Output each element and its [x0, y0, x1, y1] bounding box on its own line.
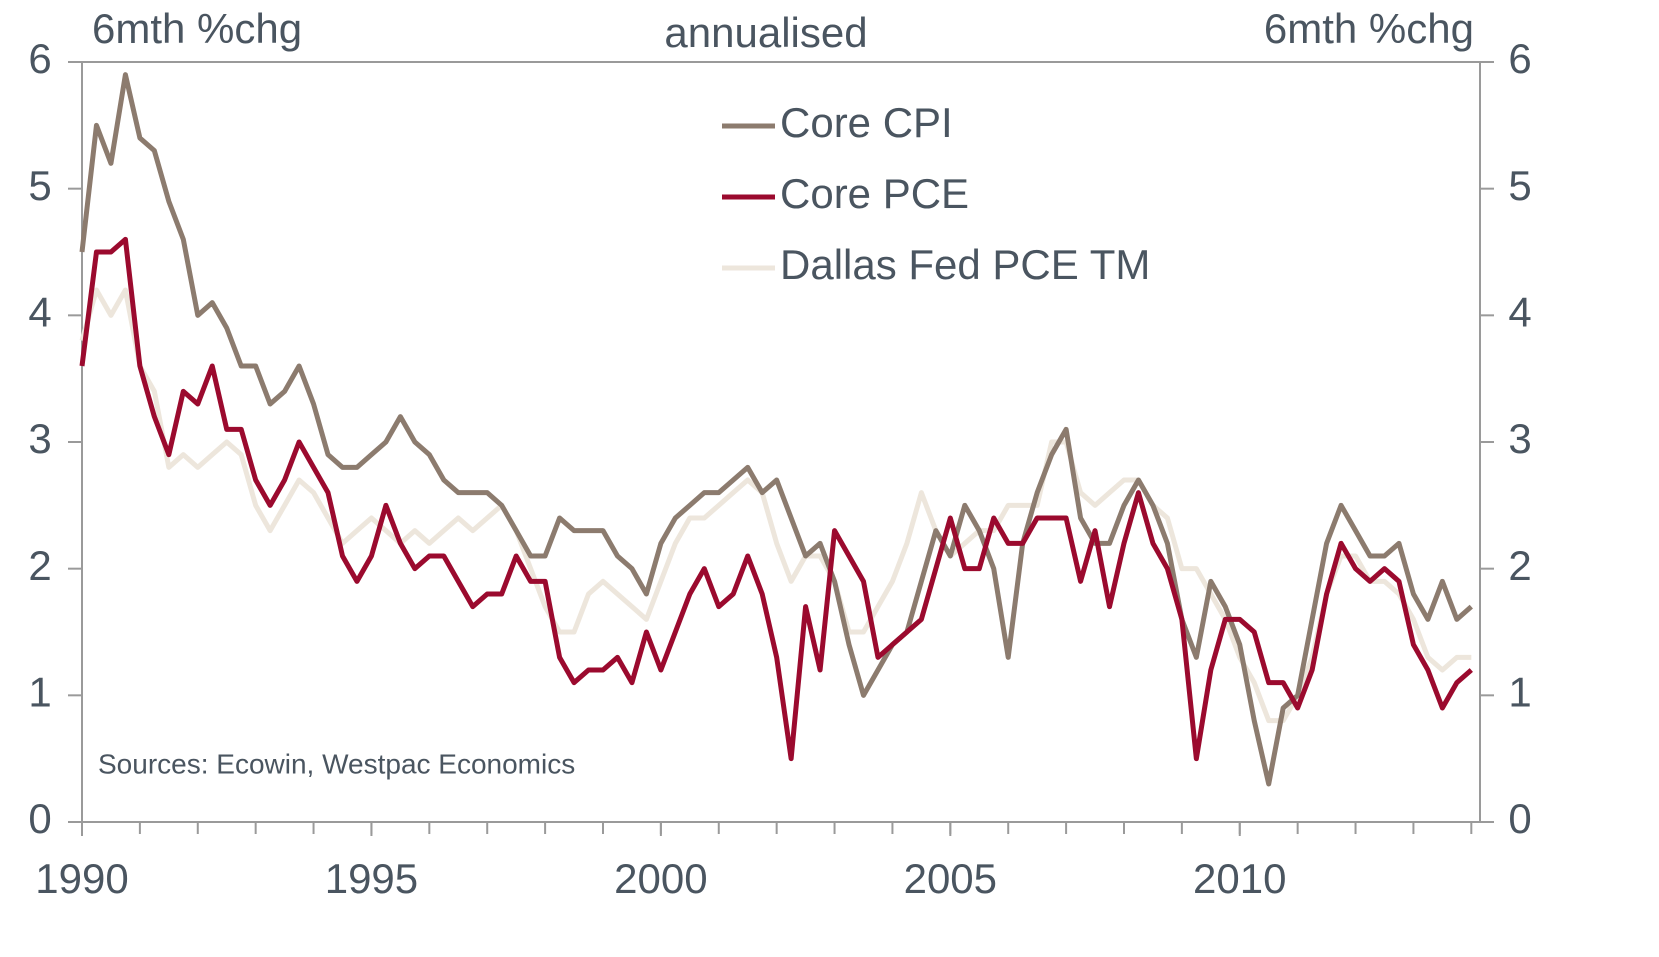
source-note: Sources: Ecowin, Westpac Economics	[98, 748, 575, 779]
legend-label: Core PCE	[780, 170, 969, 217]
chart-title: annualised	[664, 9, 867, 56]
y-axis-label: 6mth %chg	[92, 5, 302, 52]
x-tick-label: 2010	[1193, 855, 1286, 902]
y2-tick-label: 5	[1508, 162, 1531, 209]
y-tick-label: 5	[28, 162, 51, 209]
series-line	[79, 72, 1473, 787]
y-tick-label: 3	[28, 415, 51, 462]
y2-tick-label: 1	[1508, 668, 1531, 715]
y-tick-label: 4	[28, 288, 51, 335]
legend-label: Core CPI	[780, 99, 953, 146]
legend-label: Dallas Fed PCE TM	[780, 241, 1150, 288]
y-tick-label: 0	[28, 795, 51, 842]
y-tick-label: 1	[28, 668, 51, 715]
y2-tick-label: 4	[1508, 288, 1531, 335]
y2-tick-label: 0	[1508, 795, 1531, 842]
x-tick-label: 1995	[325, 855, 418, 902]
x-tick-label: 2005	[904, 855, 997, 902]
x-tick-label: 1990	[35, 855, 128, 902]
y2-tick-label: 6	[1508, 35, 1531, 82]
y-tick-label: 6	[28, 35, 51, 82]
y2-tick-label: 2	[1508, 542, 1531, 589]
series-line	[79, 236, 1473, 762]
y2-tick-label: 3	[1508, 415, 1531, 462]
y2-axis-label: 6mth %chg	[1264, 5, 1474, 52]
x-tick-label: 2000	[614, 855, 707, 902]
y-tick-label: 2	[28, 542, 51, 589]
